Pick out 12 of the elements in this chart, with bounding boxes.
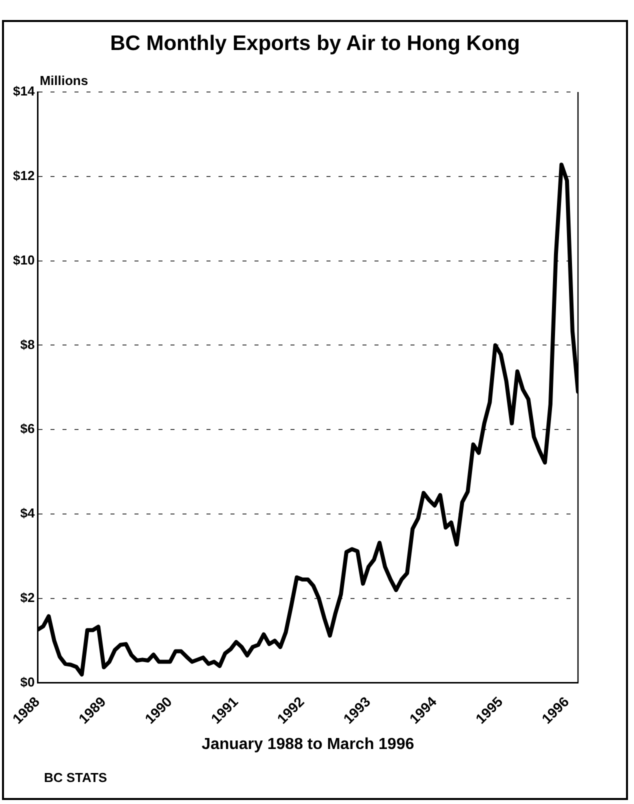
y-tick-label: $0: [20, 674, 35, 690]
y-tick-label: $2: [20, 590, 35, 606]
y-tick-label: $10: [12, 252, 35, 268]
y-tick-label: $14: [12, 84, 36, 99]
chart-title: BC Monthly Exports by Air to Hong Kong: [109, 32, 521, 56]
text: BC STATS: [44, 770, 108, 785]
y-tick-label: $6: [20, 421, 35, 436]
y-tick-label: $12: [12, 168, 35, 183]
y-tick-label: $4: [20, 506, 36, 521]
y-tick-label: $8: [20, 336, 35, 352]
y-axis-title: Millions: [40, 73, 88, 88]
x-axis-title: January 1988 to March 1996: [202, 736, 414, 753]
